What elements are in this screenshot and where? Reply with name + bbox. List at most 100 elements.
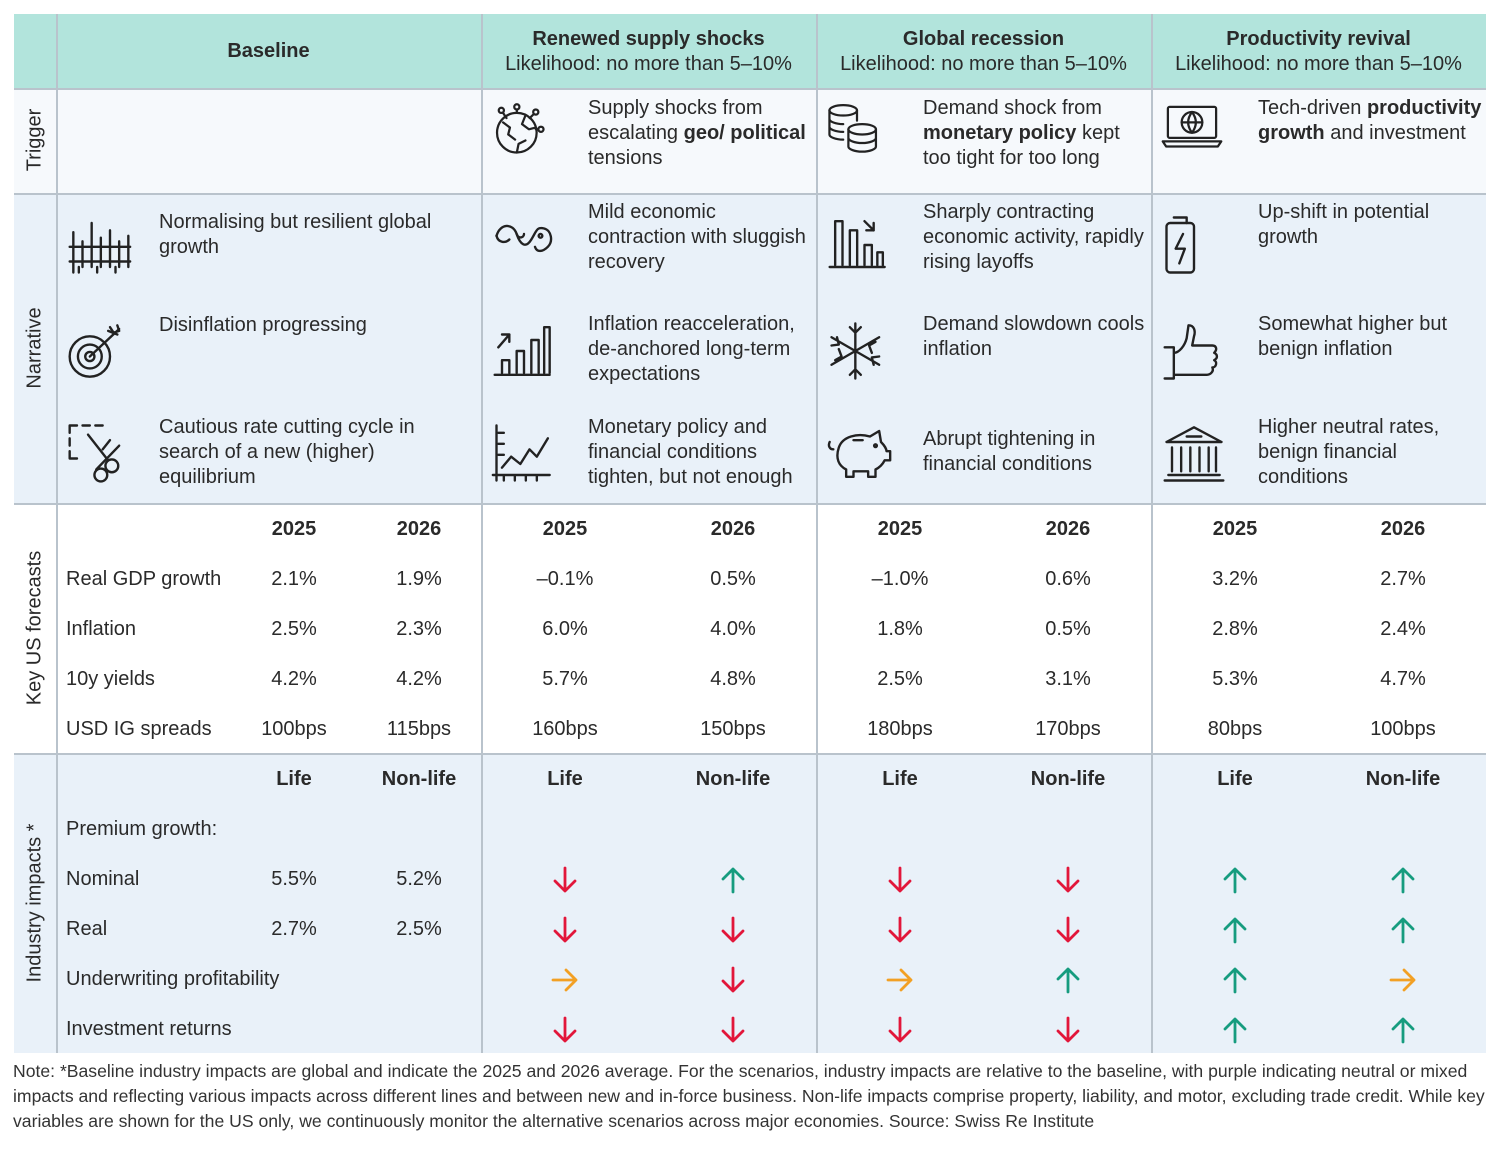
forecast-value: 150bps <box>700 718 766 740</box>
narrative-text: Abrupt tightening in financial condition… <box>923 428 1096 475</box>
narrative-text: Disinflation progressing <box>159 314 367 336</box>
icon <box>1161 105 1223 148</box>
icon-frame <box>1161 212 1227 283</box>
icon-stroke <box>495 232 526 244</box>
forecast-value: 2.8% <box>1212 618 1258 640</box>
icon-frame <box>491 420 557 491</box>
arrow-shape <box>1056 866 1080 893</box>
segment-header: Non-life <box>1365 768 1441 790</box>
arrow-up <box>1223 917 1247 944</box>
icon-frame <box>491 100 553 167</box>
icon-stroke <box>537 232 544 239</box>
forecast-value: –0.1% <box>536 568 594 590</box>
narrative-text: Up-shift in potential growth <box>1258 201 1430 248</box>
year-header: 2026 <box>1380 518 1426 540</box>
icon <box>1163 324 1219 380</box>
column-title: Renewed supply shocks <box>532 28 765 50</box>
year-header: 2025 <box>542 518 588 540</box>
narrative-text: Sharply contracting economic activity, r… <box>923 201 1144 273</box>
arrow-up <box>1391 867 1415 894</box>
trigger-text-part: and investment <box>1324 122 1466 144</box>
icon-stroke <box>872 443 879 449</box>
forecast-value: 100bps <box>1370 718 1436 740</box>
note: Note: *Baseline industry impacts are glo… <box>13 1061 1485 1131</box>
narrative-text: Monetary policy and financial conditions… <box>588 416 793 488</box>
forecast-value: 2.7% <box>1380 568 1426 590</box>
forecast-value: 5.7% <box>542 668 588 690</box>
column-title: Baseline <box>227 40 310 62</box>
icon-stroke <box>84 350 96 363</box>
row-divider <box>14 503 1486 505</box>
arrow-shape <box>888 916 912 943</box>
arrow-shape <box>1223 1017 1247 1044</box>
arrow-down <box>1056 916 1080 943</box>
arrow-shape <box>1391 867 1415 894</box>
forecast-label: USD IG spreads <box>66 718 212 740</box>
arrow-up <box>1223 967 1247 994</box>
arrow-shape <box>721 1016 745 1043</box>
icon-stroke <box>830 322 881 380</box>
segment-header: Non-life <box>381 768 457 790</box>
trigger-text-part: Supply shocks from escalating <box>588 97 763 144</box>
icon <box>68 221 132 274</box>
arrow-shape <box>1056 967 1080 994</box>
arrow-shape <box>886 968 913 992</box>
row-background <box>14 88 1486 193</box>
arrow-shape <box>553 916 577 943</box>
forecast-label: Real GDP growth <box>66 568 222 590</box>
icon-stroke <box>104 458 120 474</box>
year-header: 2026 <box>710 518 756 540</box>
icon <box>491 424 551 482</box>
narrative-text: Somewhat higher but benign inflation <box>1258 313 1448 360</box>
icon-stroke <box>1163 426 1225 482</box>
forecast-value: 4.2% <box>271 668 317 690</box>
forecast-value: 6.0% <box>542 618 588 640</box>
row-label: Narrative <box>23 307 46 389</box>
icon-stroke <box>828 219 886 269</box>
row-divider <box>14 88 1486 90</box>
icon <box>830 322 881 380</box>
impact-value: 2.7% <box>271 918 317 940</box>
row-label: Industry impacts * <box>23 823 46 983</box>
icon-stroke <box>1180 110 1204 134</box>
arrow-shape <box>1391 917 1415 944</box>
icon-stroke <box>88 324 121 358</box>
narrative-text: Demand slowdown cools inflation <box>923 313 1145 360</box>
forecast-value: 4.2% <box>396 668 442 690</box>
column-divider <box>56 14 58 1053</box>
arrow-shape <box>721 916 745 943</box>
arrow-down <box>888 866 912 893</box>
impact-value: 5.2% <box>396 868 442 890</box>
column-likelihood: Likelihood: no more than 5–10% <box>840 53 1127 75</box>
column-divider <box>481 14 483 1053</box>
row-label: Key US forecasts <box>23 550 46 706</box>
forecast-value: 2.4% <box>1380 618 1426 640</box>
icon-frame <box>1161 100 1223 167</box>
icon-frame <box>1161 318 1227 389</box>
icon-stroke <box>493 325 551 377</box>
forecast-value: 4.7% <box>1380 668 1426 690</box>
arrow-shape <box>888 866 912 893</box>
arrow-neutral <box>1389 968 1416 992</box>
row-label: Trigger <box>23 108 46 172</box>
arrow-neutral <box>886 968 913 992</box>
narrative-text: Inflation reacceleration, de-anchored lo… <box>588 313 795 385</box>
forecast-value: 100bps <box>261 718 327 740</box>
icon-stroke <box>501 114 537 154</box>
impact-value: 2.5% <box>396 918 442 940</box>
icon <box>1165 216 1196 274</box>
icon-stroke <box>86 433 121 471</box>
icon-stroke <box>68 221 132 274</box>
icon-frame <box>491 318 557 389</box>
forecast-value: –1.0% <box>871 568 929 590</box>
trigger-text-part: Tech-driven <box>1258 97 1367 119</box>
icon <box>495 224 553 253</box>
icon-stroke <box>827 429 892 479</box>
icon-stroke <box>495 111 538 154</box>
forecast-value: 2.5% <box>271 618 317 640</box>
arrow-down <box>721 1016 745 1043</box>
column-title: Global recession <box>902 28 1065 50</box>
trigger-text-part: geo/ political <box>683 122 806 144</box>
row-background <box>14 193 1486 503</box>
